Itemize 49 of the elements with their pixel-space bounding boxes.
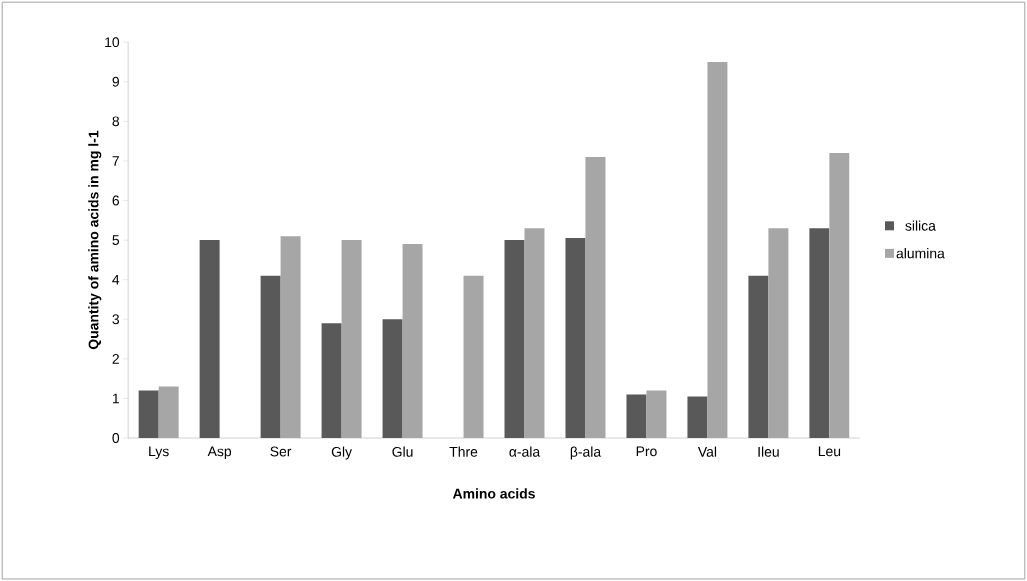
bar [158,386,179,438]
bar [341,240,362,438]
bar [280,236,301,438]
bar [138,390,159,438]
bar [260,275,281,438]
bar [748,275,769,438]
x-tick-label: Asp [207,446,232,459]
x-tick-label: β-ala [570,446,602,460]
bar [199,240,220,438]
y-tick-label: 6 [112,195,120,206]
y-tick-label: 1 [112,393,119,404]
bar [809,228,830,438]
bar [382,319,403,438]
x-tick-label: Lys [149,446,169,459]
y-tick-label: 9 [112,76,119,87]
bar [524,228,545,438]
x-tick-label: Glu [392,446,413,457]
x-tick-label: Leu [818,446,841,457]
bar [402,243,423,438]
y-tick-label: 8 [112,116,120,127]
y-tick-label: 0 [112,432,120,443]
x-tick-label: α-ala [509,446,541,457]
y-tick-label: 2 [112,353,119,364]
x-axis-title: Amino acids [452,488,535,499]
bar [829,152,850,438]
x-tick-label: Thre [449,446,478,457]
bar [768,228,789,438]
legend-label: silica [905,220,936,231]
bar [646,390,667,438]
x-tick-label: Pro [636,446,657,457]
bar [565,238,586,438]
y-tick-label: 10 [105,37,120,48]
legend-label: alumina [896,248,945,259]
x-tick-label: Ileu [758,446,779,457]
bar [463,275,484,438]
y-axis-title: Quantity of amino acids in mg l-1 [88,130,102,350]
y-tick-label: 4 [112,274,120,285]
x-tick-label: Val [697,446,717,457]
y-tick-label: 3 [112,314,120,325]
x-tick-label: Ser [270,446,292,457]
y-tick-label: 7 [112,156,119,166]
bar [585,156,606,438]
y-tick-label: 5 [112,235,120,245]
x-tick-label: Gly [331,446,353,460]
bar [321,323,342,438]
bar [504,240,525,438]
bar [707,61,728,438]
bar [626,394,647,438]
bar [687,396,708,438]
